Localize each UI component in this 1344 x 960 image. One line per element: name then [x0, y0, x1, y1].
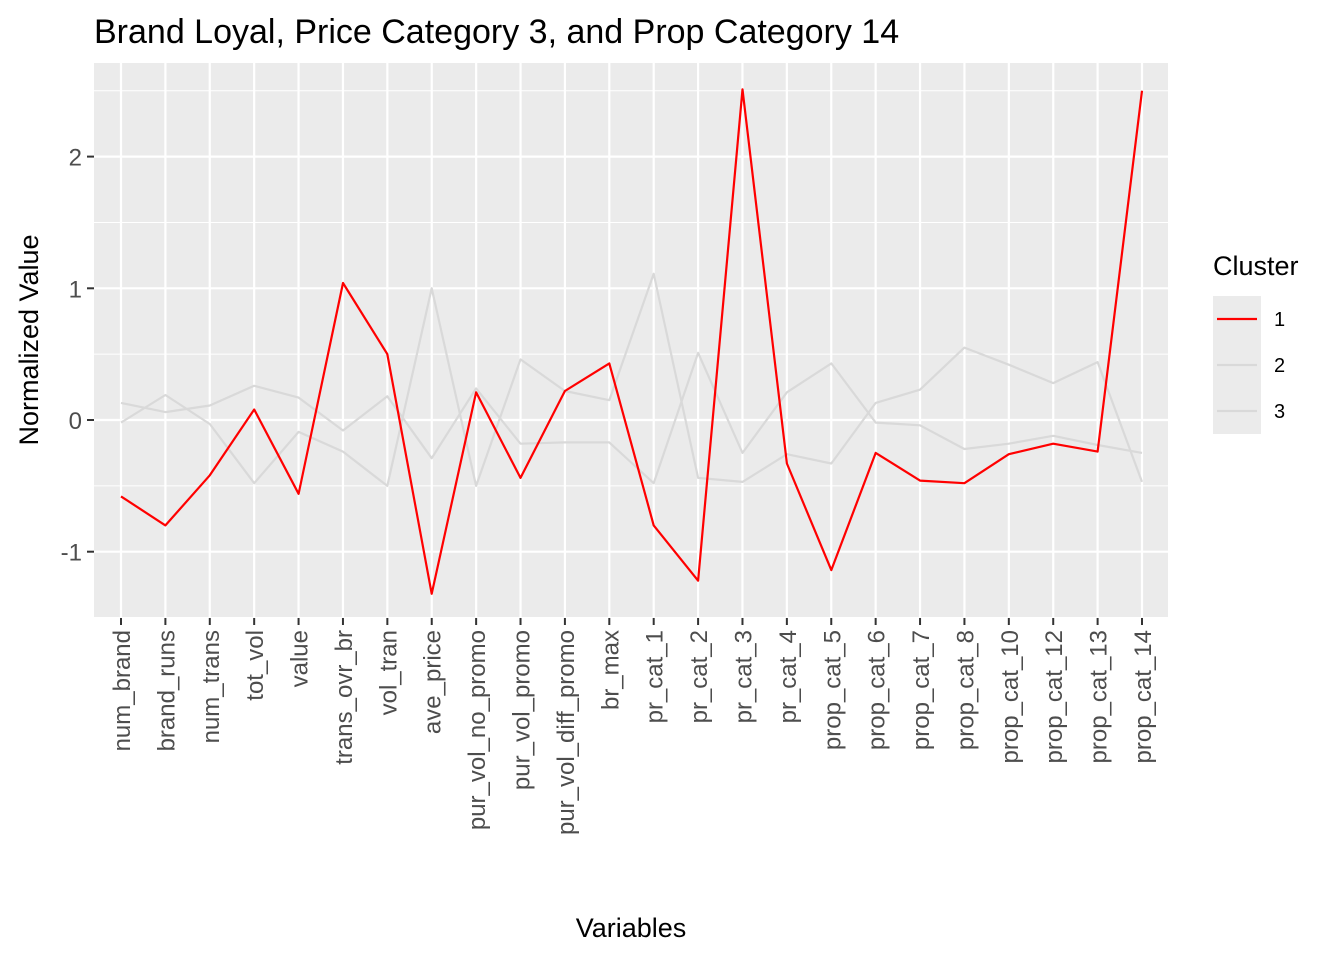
- x-tick-label: prop_cat_6: [864, 630, 891, 750]
- x-tick-label: pr_cat_4: [775, 630, 802, 723]
- x-axis-title: Variables: [576, 913, 687, 943]
- x-tick-label: pr_cat_2: [686, 630, 713, 723]
- x-tick-label: prop_cat_13: [1086, 630, 1113, 763]
- x-tick-label: pr_cat_1: [642, 630, 669, 723]
- x-tick-label: pur_vol_promo: [509, 630, 536, 790]
- x-tick-label: brand_runs: [153, 630, 180, 751]
- x-tick-label: br_max: [597, 630, 624, 710]
- x-tick-label: tot_vol: [242, 630, 269, 701]
- series-line-cluster-3: [120, 272, 1144, 487]
- legend-label: 2: [1274, 355, 1285, 377]
- x-tick-label: trans_ovr_br: [331, 630, 358, 765]
- y-tick-label: -1: [61, 540, 82, 567]
- y-tick-label: 1: [69, 276, 82, 303]
- x-tick-label: num_trans: [198, 630, 225, 743]
- x-tick-label: prop_cat_8: [952, 630, 979, 750]
- legend-keys: 1 2 3: [1213, 296, 1285, 434]
- x-tick-label: prop_cat_5: [819, 630, 846, 750]
- x-axis: num_brand brand_runs num_trans tot_vol value…: [109, 618, 1157, 835]
- x-tick-label: pr_cat_3: [730, 630, 757, 723]
- legend-label: 1: [1274, 309, 1285, 331]
- legend-label: 3: [1274, 401, 1285, 423]
- legend-title: Cluster: [1213, 251, 1299, 281]
- x-tick-label: vol_tran: [375, 630, 402, 715]
- x-tick-label: prop_cat_7: [908, 630, 935, 750]
- x-tick-label: prop_cat_12: [1041, 630, 1068, 763]
- series-line-cluster-2: [120, 351, 1143, 485]
- y-axis: -1 0 1 2: [61, 145, 94, 567]
- x-tick-label: prop_cat_10: [997, 630, 1024, 763]
- series-line-cluster-1: [120, 88, 1144, 595]
- x-tick-label: pur_vol_diff_promo: [553, 630, 580, 835]
- x-tick-label: prop_cat_14: [1130, 630, 1157, 763]
- x-tick-label: ave_price: [420, 630, 447, 734]
- minor-gridlines: [94, 90, 1168, 619]
- legend: Cluster 1 2 3: [1213, 251, 1299, 434]
- y-tick-label: 0: [69, 408, 82, 435]
- x-tick-label: pur_vol_no_promo: [464, 630, 491, 830]
- series-lines: [120, 88, 1144, 595]
- y-axis-title: Normalized Value: [14, 234, 44, 445]
- y-tick-label: 2: [69, 145, 82, 172]
- x-tick-label: num_brand: [109, 630, 136, 751]
- x-tick-label: value: [287, 630, 314, 687]
- chart-title: Brand Loyal, Price Category 3, and Prop …: [94, 13, 899, 51]
